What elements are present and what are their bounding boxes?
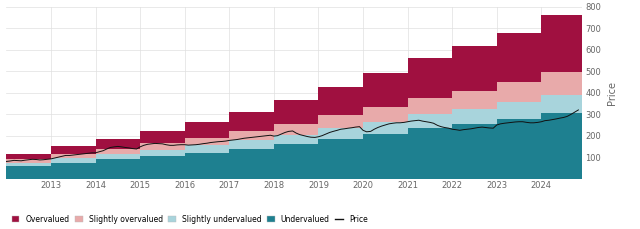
Y-axis label: Price: Price	[607, 81, 616, 105]
Legend: Overvalued, Slightly overvalued, Slightly undervalued, Undervalued, Price: Overvalued, Slightly overvalued, Slightl…	[10, 213, 369, 225]
